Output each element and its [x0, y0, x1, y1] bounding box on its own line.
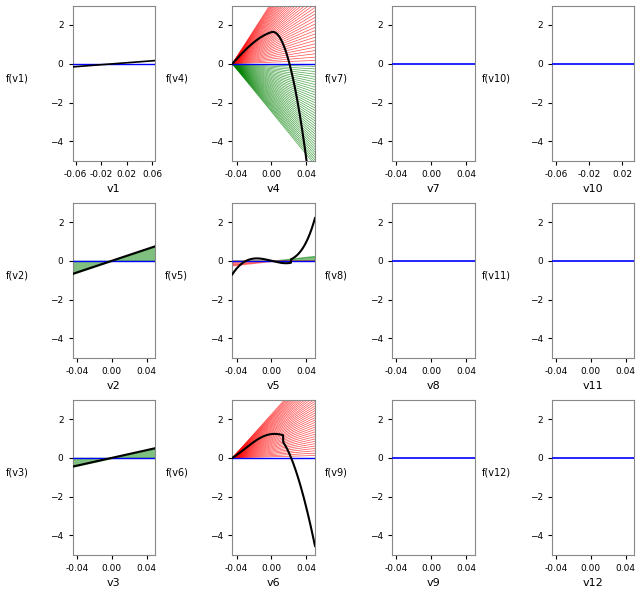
Y-axis label: f(v2): f(v2) [6, 270, 29, 280]
X-axis label: v11: v11 [583, 381, 604, 391]
Y-axis label: f(v1): f(v1) [6, 73, 29, 83]
Y-axis label: f(v9): f(v9) [325, 467, 348, 478]
Y-axis label: f(v6): f(v6) [165, 467, 188, 478]
X-axis label: v9: v9 [426, 579, 440, 589]
X-axis label: v4: v4 [267, 184, 280, 194]
Y-axis label: f(v7): f(v7) [325, 73, 348, 83]
X-axis label: v2: v2 [107, 381, 121, 391]
Y-axis label: f(v3): f(v3) [6, 467, 29, 478]
Y-axis label: f(v10): f(v10) [482, 73, 511, 83]
X-axis label: v1: v1 [107, 184, 121, 194]
X-axis label: v3: v3 [107, 579, 121, 589]
X-axis label: v12: v12 [582, 579, 604, 589]
Y-axis label: f(v11): f(v11) [482, 270, 511, 280]
Y-axis label: f(v8): f(v8) [325, 270, 348, 280]
X-axis label: v5: v5 [267, 381, 280, 391]
X-axis label: v8: v8 [426, 381, 440, 391]
X-axis label: v6: v6 [267, 579, 280, 589]
Y-axis label: f(v4): f(v4) [165, 73, 188, 83]
Y-axis label: f(v5): f(v5) [165, 270, 188, 280]
Y-axis label: f(v12): f(v12) [482, 467, 511, 478]
X-axis label: v7: v7 [426, 184, 440, 194]
X-axis label: v10: v10 [583, 184, 604, 194]
